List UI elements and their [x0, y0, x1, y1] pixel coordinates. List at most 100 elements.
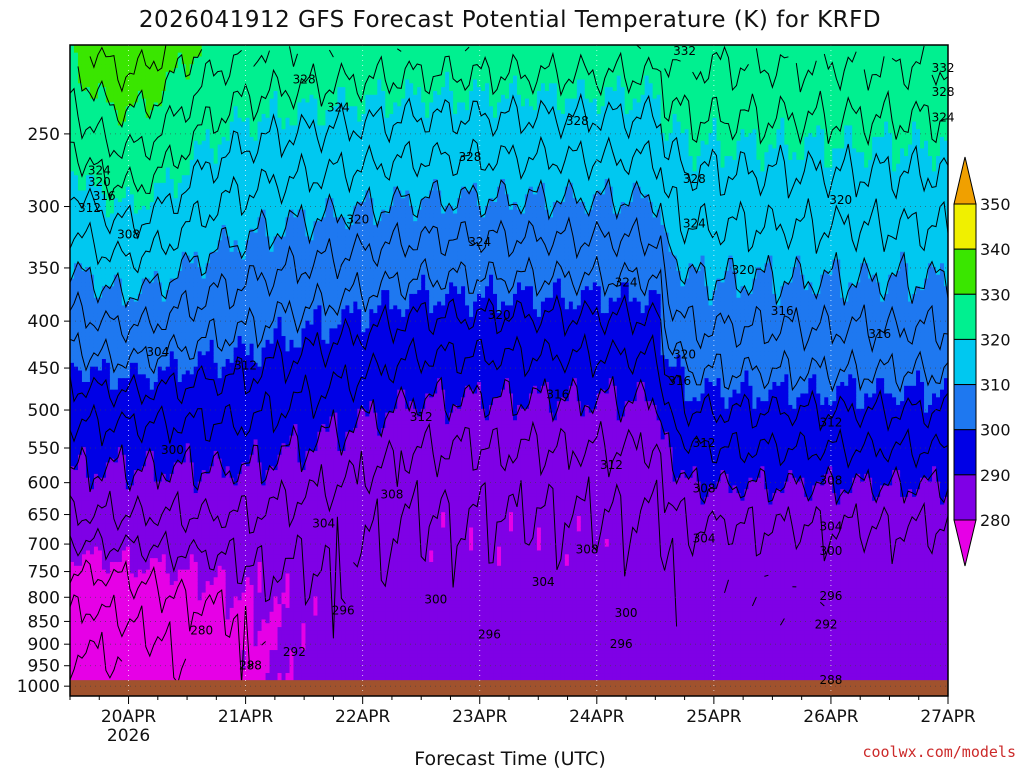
contour-label: 316	[771, 304, 794, 318]
contour-line	[70, 420, 948, 564]
colorbar-swatch	[953, 338, 977, 386]
y-tick-label: 250	[28, 125, 60, 145]
y-tick-label: 1000	[17, 677, 60, 697]
contour-label: 324	[615, 275, 638, 289]
x-axis-label: Forecast Time (UTC)	[414, 748, 605, 768]
contour-label: 328	[566, 114, 589, 128]
contour-label: 308	[380, 487, 403, 501]
colorbar-legend: 280 290 300 310 320 330 340 350	[953, 156, 1011, 567]
colorbar-swatch	[953, 293, 977, 340]
colorbar-swatch	[953, 384, 977, 431]
contour-label: 316	[93, 189, 116, 203]
y-tick-label: 350	[28, 259, 60, 279]
contour-label: 308	[693, 482, 716, 496]
y-axis: 250 300 350 400 450 500 550 600 650 700 750 800 850 9…	[17, 125, 70, 697]
contour-label: 304	[693, 531, 716, 545]
y-tick-label: 950	[28, 657, 60, 677]
plot-area	[70, 45, 948, 696]
contour-label: 296	[610, 637, 633, 651]
contour-label: 304	[312, 517, 335, 531]
contour-label: 300	[615, 606, 638, 620]
ground-surface	[70, 680, 948, 696]
source-credit: coolwx.com/models	[862, 743, 1016, 761]
y-tick-label: 750	[28, 563, 60, 583]
y-tick-label: 400	[28, 312, 60, 332]
contour-line	[70, 332, 948, 469]
contour-line	[70, 177, 948, 309]
contour-label: 304	[819, 520, 842, 534]
x-tick-label: 24APR	[569, 707, 625, 727]
y-tick-label: 500	[28, 401, 60, 421]
contour-label: 296	[332, 603, 355, 617]
contour-label: 332	[673, 44, 696, 58]
colorbar-swatch	[953, 248, 977, 295]
contour-label: 324	[468, 235, 491, 249]
colorbar-label: 310	[980, 376, 1011, 395]
y-tick-label: 850	[28, 612, 60, 632]
contour-label: 292	[283, 645, 306, 659]
colorbar-top-arrow	[953, 156, 977, 205]
contour-line	[70, 559, 266, 684]
contour-line	[70, 45, 948, 161]
contour-label: 324	[932, 111, 955, 125]
colorbar-swatch	[953, 474, 977, 521]
x-tick-label: 23APR	[452, 707, 508, 727]
contour-label: 312	[819, 416, 842, 430]
contour-label: 320	[346, 213, 369, 227]
contour-label: 288	[239, 659, 262, 673]
contour-line	[70, 135, 948, 274]
contour-line	[77, 49, 203, 129]
contour-label: 300	[161, 443, 184, 457]
x-tick-label: 21APR	[218, 707, 274, 727]
contour-label: 300	[424, 593, 447, 607]
chart-title: 2026041912 GFS Forecast Potential Temper…	[139, 7, 881, 33]
y-tick-label: 300	[28, 198, 60, 218]
colorbar-label: 340	[980, 240, 1011, 259]
y-tick-label: 650	[28, 506, 60, 526]
colorbar-label: 280	[980, 511, 1011, 530]
colorbar-label: 350	[980, 195, 1011, 214]
contour-label: 312	[410, 410, 433, 424]
colorbar-swatch	[953, 203, 977, 250]
contour-label: 292	[815, 618, 838, 632]
y-tick-label: 800	[28, 588, 60, 608]
contour-label: 308	[819, 474, 842, 488]
contour-label: 320	[829, 193, 852, 207]
contour-label: 328	[293, 72, 316, 86]
contour-line	[70, 254, 948, 393]
contour-label: 312	[600, 458, 623, 472]
contour-label: 332	[932, 61, 955, 75]
contour-label: 308	[576, 543, 599, 557]
y-tick-label: 550	[28, 439, 60, 459]
contour-label: 328	[683, 172, 706, 186]
contour-label: 280	[190, 624, 213, 638]
contour-line	[89, 45, 167, 93]
contour-label: 316	[668, 374, 691, 388]
contour-label: 320	[673, 348, 696, 362]
x-tick-label: 27APR	[920, 707, 976, 727]
x-tick-label: 25APR	[686, 707, 742, 727]
colorbar-bottom-arrow	[953, 519, 977, 567]
y-tick-label: 450	[28, 359, 60, 379]
contour-label: 296	[478, 627, 501, 641]
colorbar-swatch	[953, 429, 977, 476]
contour-label: 328	[932, 85, 955, 99]
contour-line	[70, 376, 948, 506]
contour-label: 328	[459, 150, 482, 164]
x-tick-sublabel: 2026	[107, 726, 150, 746]
x-tick-label: 22APR	[335, 707, 391, 727]
contour-label: 312	[234, 358, 257, 372]
contour-label: 312	[693, 436, 716, 450]
contour-label: 324	[327, 101, 350, 115]
contour-label: 304	[146, 345, 169, 359]
contour-label: 300	[819, 544, 842, 558]
contour-label: 324	[683, 216, 706, 230]
contour-labels: 3283243283283243203163123083203243243203…	[78, 44, 955, 687]
colorbar-label: 300	[980, 421, 1011, 440]
contour-label: 324	[88, 163, 111, 177]
contour-label: 320	[88, 175, 111, 189]
contour-label: 288	[819, 673, 842, 687]
y-tick-label: 700	[28, 535, 60, 555]
contour-label: 304	[532, 575, 555, 589]
